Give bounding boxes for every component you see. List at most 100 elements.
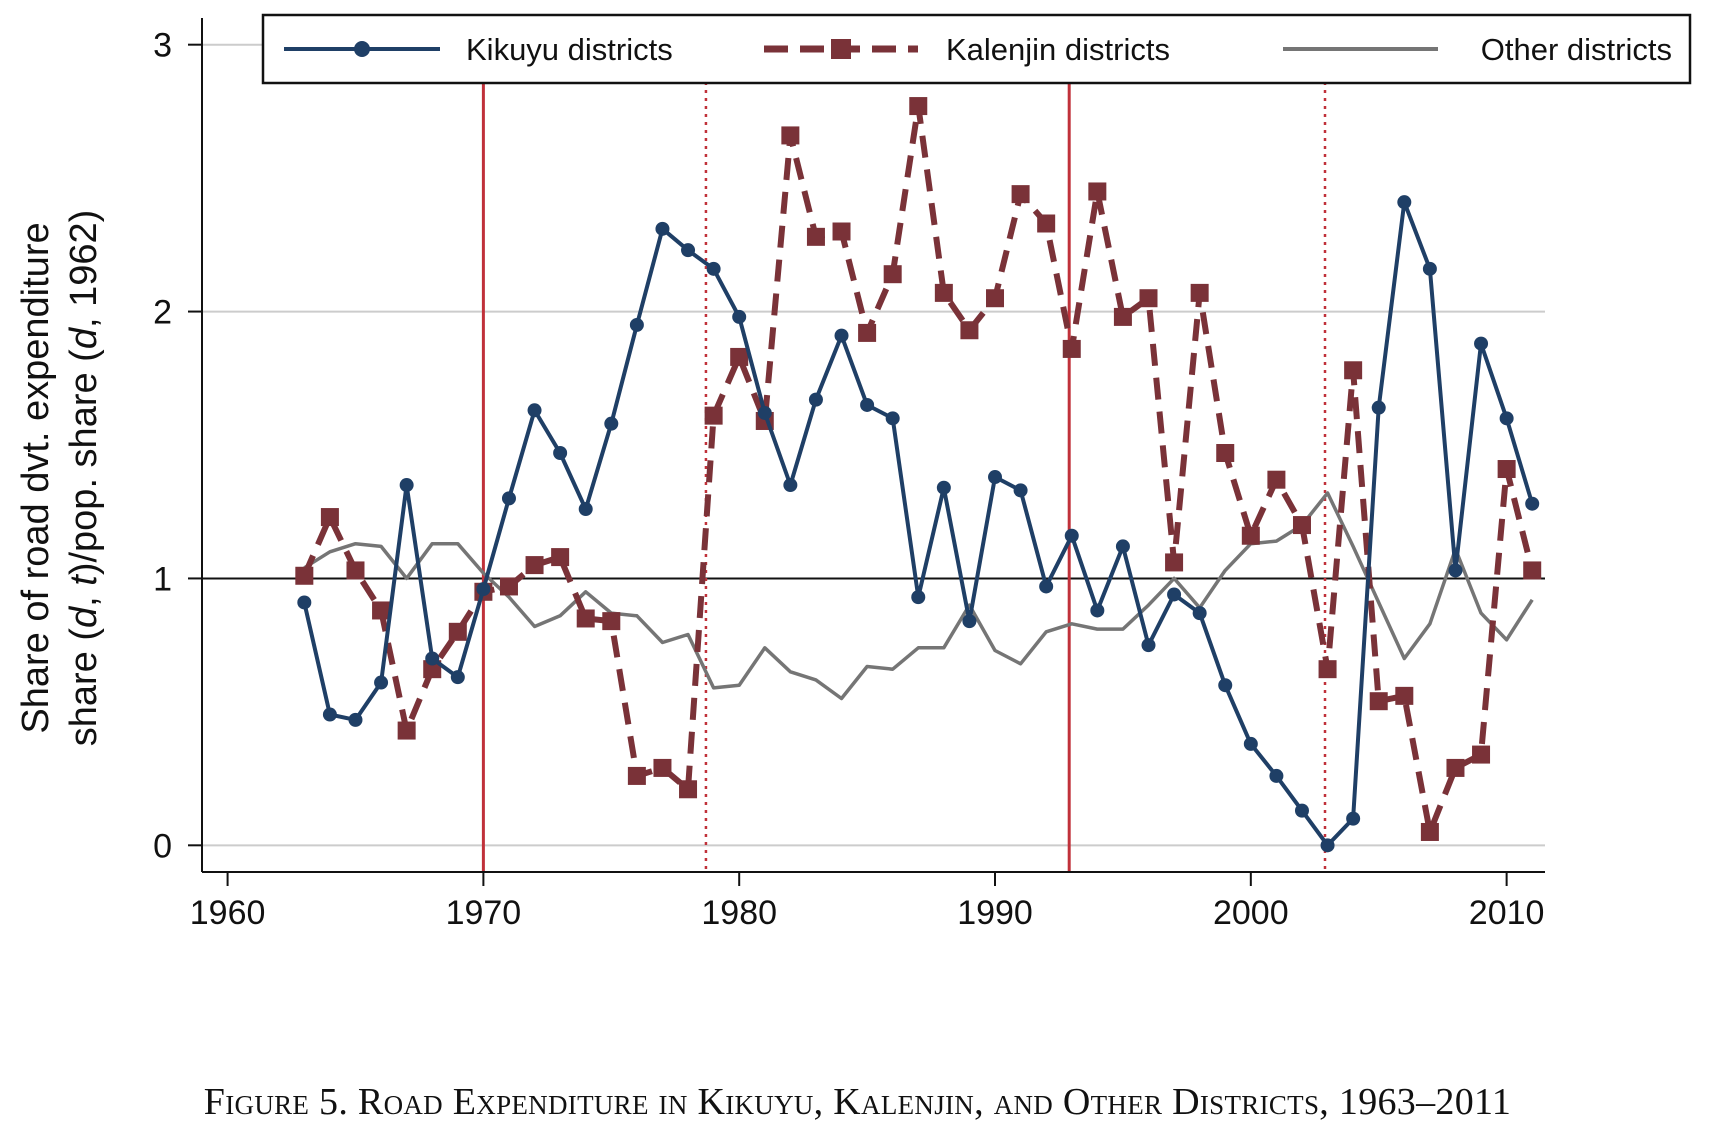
y-tick-label: 2	[153, 294, 172, 332]
x-tick-label: 1990	[957, 894, 1033, 932]
kalenjin-point	[679, 780, 698, 799]
kikuyu-point	[1243, 736, 1258, 751]
kalenjin-point	[1420, 822, 1439, 841]
series-line-other	[303, 491, 1534, 701]
kikuyu-point	[1397, 195, 1412, 210]
kikuyu-point	[1269, 768, 1284, 783]
kalenjin-point	[653, 758, 672, 777]
kalenjin-point	[1369, 692, 1388, 711]
legend-kalenjin-marker	[831, 39, 851, 59]
series-line-kalenjin	[301, 103, 1536, 835]
y-axis-title-line2: share (d, t)/pop. share (d, 1962)	[63, 210, 105, 747]
kikuyu-point	[1167, 587, 1182, 602]
kalenjin-point	[1497, 460, 1516, 479]
kalenjin-point	[1292, 516, 1311, 535]
x-tick-label: 1980	[701, 894, 777, 932]
kalenjin-point	[448, 622, 467, 641]
kikuyu-point	[399, 478, 414, 493]
kikuyu-point	[1525, 496, 1540, 511]
kikuyu-point	[1320, 838, 1335, 853]
kikuyu-point	[1141, 638, 1156, 653]
legend-box	[261, 13, 1692, 85]
kalenjin-point	[576, 609, 595, 628]
kikuyu-point	[1013, 483, 1028, 498]
kalenjin-point	[1523, 561, 1542, 580]
y-axis-title: Share of road dvt. expenditure share (d,…	[15, 210, 105, 747]
kikuyu-point	[655, 221, 670, 236]
kikuyu-point	[604, 416, 619, 431]
kalenjin-point	[909, 97, 928, 116]
kikuyu-point	[936, 480, 951, 495]
kikuyu-point	[885, 411, 900, 426]
kalenjin-point	[1344, 361, 1363, 380]
kalenjin-point	[320, 508, 339, 527]
kalenjin-point	[1062, 339, 1081, 358]
kikuyu-point	[1474, 336, 1489, 351]
kalenjin-point	[704, 406, 723, 425]
kikuyu-point	[1448, 563, 1463, 578]
kikuyu-point	[425, 651, 440, 666]
kalenjin-point	[858, 323, 877, 342]
y-axis-title-line1: Share of road dvt. expenditure	[15, 222, 57, 733]
kikuyu-point	[1115, 539, 1130, 554]
kikuyu-point	[1422, 261, 1437, 276]
x-tick-label: 2000	[1213, 894, 1289, 932]
kalenjin-point	[1241, 526, 1260, 545]
kikuyu-point	[962, 614, 977, 629]
kikuyu-point	[374, 675, 389, 690]
kalenjin-point	[372, 601, 391, 620]
kikuyu-point	[732, 309, 747, 324]
kikuyu-point	[1192, 606, 1207, 621]
kalenjin-point	[806, 227, 825, 246]
kikuyu-point	[1039, 579, 1054, 594]
legend: Kikuyu districts Kalenjin districts Other …	[261, 13, 1692, 85]
kikuyu-point	[1371, 400, 1386, 415]
kalenjin-point	[1088, 182, 1107, 201]
kikuyu-point	[1064, 528, 1079, 543]
kikuyu-point	[501, 491, 516, 506]
kalenjin-point	[1472, 745, 1491, 764]
axes: 0 1 2 3 1960 1970 1980 1990 2000 2010	[153, 18, 1545, 932]
kalenjin-point	[1395, 686, 1414, 705]
kalenjin-point	[781, 126, 800, 145]
kikuyu-point	[578, 502, 593, 517]
kikuyu-point	[860, 397, 875, 412]
legend-kikuyu-marker	[354, 41, 370, 57]
x-tick-label: 1970	[446, 894, 522, 932]
kikuyu-point	[348, 712, 363, 727]
kalenjin-point	[397, 721, 416, 740]
kikuyu-point	[808, 392, 823, 407]
kikuyu-point	[783, 478, 798, 493]
kalenjin-point	[499, 577, 518, 596]
kalenjin-point	[1011, 185, 1030, 204]
kikuyu-point	[553, 446, 568, 461]
kikuyu-point	[450, 670, 465, 685]
kikuyu-point	[757, 405, 772, 420]
kalenjin-point	[1446, 758, 1465, 777]
kikuyu-point	[297, 595, 312, 610]
kalenjin-point	[1267, 470, 1286, 489]
kikuyu-point	[1090, 603, 1105, 618]
kikuyu-point	[911, 590, 926, 605]
kalenjin-point	[934, 283, 953, 302]
kikuyu-point	[1218, 678, 1233, 693]
kalenjin-point	[1139, 289, 1158, 308]
series-line-kikuyu	[302, 200, 1535, 848]
kikuyu-point	[629, 317, 644, 332]
kalenjin-point	[551, 548, 570, 567]
kikuyu-point	[681, 243, 696, 258]
kalenjin-point	[1216, 444, 1235, 463]
y-tick-label: 1	[153, 560, 172, 598]
kalenjin-point	[986, 289, 1005, 308]
y-tick-label: 3	[153, 27, 172, 65]
figure-caption: Figure 5. Road Expenditure in Kikuyu, Ka…	[203, 1081, 1512, 1123]
kikuyu-point	[706, 261, 721, 276]
kalenjin-point	[883, 265, 902, 284]
series-lines	[295, 97, 1542, 853]
legend-other-label: Other districts	[1481, 32, 1672, 67]
kalenjin-point	[1165, 553, 1184, 572]
x-tick-label: 2010	[1469, 894, 1545, 932]
x-tick-label: 1960	[190, 894, 266, 932]
kikuyu-point	[1294, 803, 1309, 818]
